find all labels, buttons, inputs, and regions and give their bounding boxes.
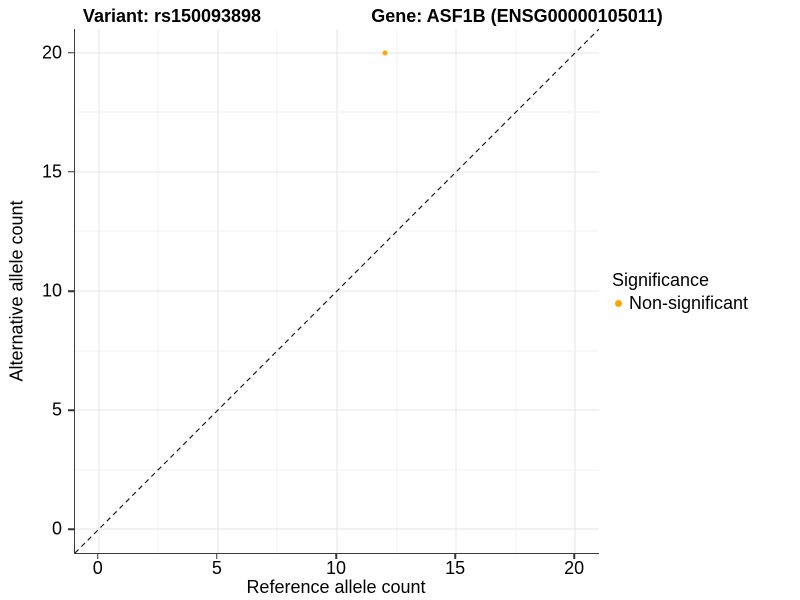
legend-item-non-significant: Non-significant xyxy=(612,292,748,314)
x-axis-tick-labels: 0 5 10 15 20 xyxy=(74,558,598,578)
x-axis-tickmarks xyxy=(74,554,598,560)
gridline-y-15 xyxy=(75,171,599,173)
y-axis-tickmarks xyxy=(68,29,74,553)
plot-title-variant: Variant: rs150093898 xyxy=(82,6,262,26)
y-tick-label: 10 xyxy=(41,280,62,301)
x-tick-label: 0 xyxy=(92,558,103,578)
gridline-y-5 xyxy=(75,409,599,411)
y-tickmark xyxy=(68,528,74,530)
plot-title-gene: Gene: ASF1B (ENSG00000105011) xyxy=(371,6,663,26)
x-tickmark xyxy=(454,554,456,559)
x-tickmark xyxy=(97,554,99,559)
x-tickmark xyxy=(573,554,575,559)
y-tick-label: 15 xyxy=(41,161,62,182)
legend-title: Significance xyxy=(612,270,710,290)
gridline-y-20 xyxy=(75,52,599,54)
x-axis-title: Reference allele count xyxy=(246,577,426,597)
y-tick-label: 5 xyxy=(51,399,62,420)
legend: Significance Non-significant xyxy=(612,269,748,314)
plot-panel xyxy=(74,29,599,554)
x-tick-label: 20 xyxy=(564,558,585,578)
y-axis-tick-labels: 0 5 10 15 20 xyxy=(0,29,62,553)
y-tick-label: 20 xyxy=(41,42,62,63)
x-tickmark xyxy=(216,554,218,559)
x-tickmark xyxy=(335,554,337,559)
y-tickmark xyxy=(68,171,74,173)
legend-key-dot-icon xyxy=(615,299,622,307)
gridline-y-2-5 xyxy=(75,469,599,471)
scatter-point xyxy=(382,50,388,56)
identity-dashed-line xyxy=(75,29,599,553)
gridline-y-7-5 xyxy=(75,350,599,352)
legend-item-label: Non-significant xyxy=(629,293,749,313)
y-tick-label: 0 xyxy=(51,518,62,539)
gridline-y-12-5 xyxy=(75,230,599,232)
y-tickmark xyxy=(68,290,74,292)
x-tick-label: 15 xyxy=(445,558,466,578)
gridline-y-17-5 xyxy=(75,111,599,113)
y-tickmark xyxy=(68,52,74,54)
gridline-y-0 xyxy=(75,528,599,530)
y-tickmark xyxy=(68,409,74,411)
y-axis-title: Alternative allele count xyxy=(6,200,27,382)
x-tick-label: 5 xyxy=(211,558,222,578)
x-tick-label: 10 xyxy=(325,558,347,578)
